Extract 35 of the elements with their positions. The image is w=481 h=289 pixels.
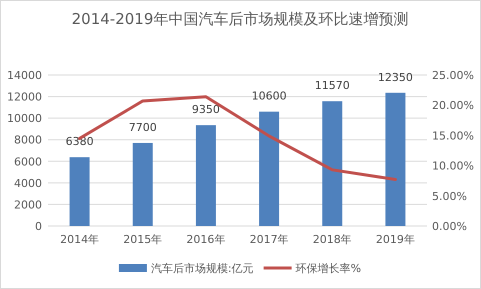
bar <box>70 157 90 226</box>
bar <box>385 92 406 226</box>
y-tick-label: 12000 <box>7 90 42 104</box>
y2-tick-label: 15.00% <box>432 129 474 142</box>
y-tick-label: 8000 <box>14 134 42 147</box>
data-label: 7700 <box>128 120 157 134</box>
data-label: 10600 <box>252 90 287 103</box>
legend-label: 环保增长率% <box>296 262 362 275</box>
y-tick-label: 10000 <box>7 112 42 126</box>
y2-tick-label: 5.00% <box>432 190 467 203</box>
data-label: 12350 <box>378 70 413 84</box>
x-tick-label: 2019年 <box>376 233 415 246</box>
legend-label: 汽车后市场规模:亿元 <box>150 262 254 275</box>
y2-tick-label: 25.00% <box>432 69 474 82</box>
data-label: 6380 <box>66 135 94 148</box>
bar <box>322 101 342 226</box>
x-tick-label: 2016年 <box>186 233 226 246</box>
y-tick-label: 2000 <box>14 198 42 212</box>
bar <box>196 125 216 226</box>
x-tick-label: 2014年 <box>60 233 100 246</box>
y2-tick-label: 0.00% <box>432 220 467 233</box>
y-tick-label: 14000 <box>7 69 42 82</box>
bar <box>259 112 280 226</box>
bar <box>132 142 153 226</box>
data-label: 11570 <box>314 79 350 92</box>
y-tick-label: 0 <box>35 220 42 233</box>
data-label: 9350 <box>192 103 220 116</box>
y-tick-label: 4000 <box>14 176 42 190</box>
x-tick-label: 2017年 <box>250 233 289 246</box>
x-tick-label: 2018年 <box>312 233 352 246</box>
y-tick-label: 6000 <box>14 155 42 168</box>
y2-tick-label: 10.00% <box>432 160 474 173</box>
title: 2014-2019年中国汽车后市场规模及环比速增预测 <box>72 10 408 28</box>
x-tick-label: 2015年 <box>123 233 162 246</box>
y2-tick-label: 20.00% <box>432 99 474 112</box>
